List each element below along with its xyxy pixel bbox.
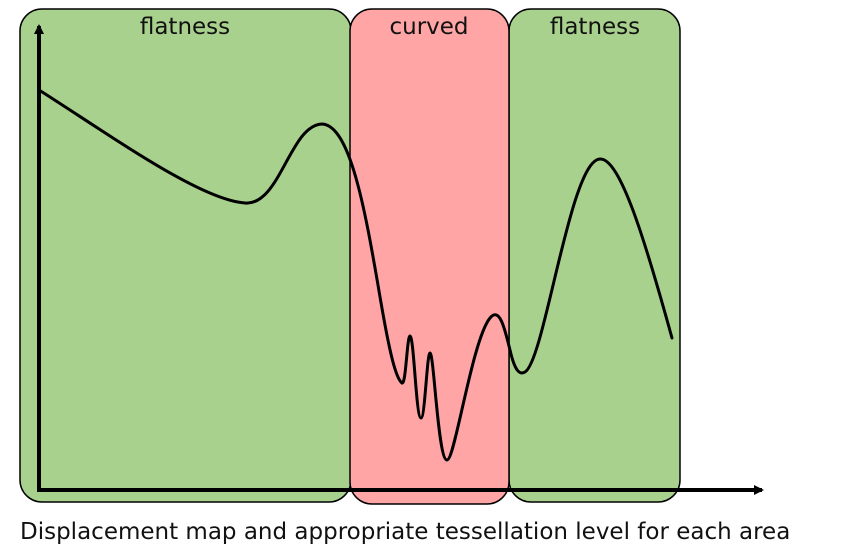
region-label-flatness-right: flatness	[550, 14, 640, 40]
region-label-curved: curved	[389, 14, 468, 40]
flat-region-left	[19, 8, 352, 503]
region-label-flatness-left: flatness	[140, 14, 230, 40]
flat-region-right	[508, 8, 681, 503]
displacement-curve	[37, 88, 674, 462]
diagram-caption: Displacement map and appropriate tessell…	[20, 519, 791, 545]
